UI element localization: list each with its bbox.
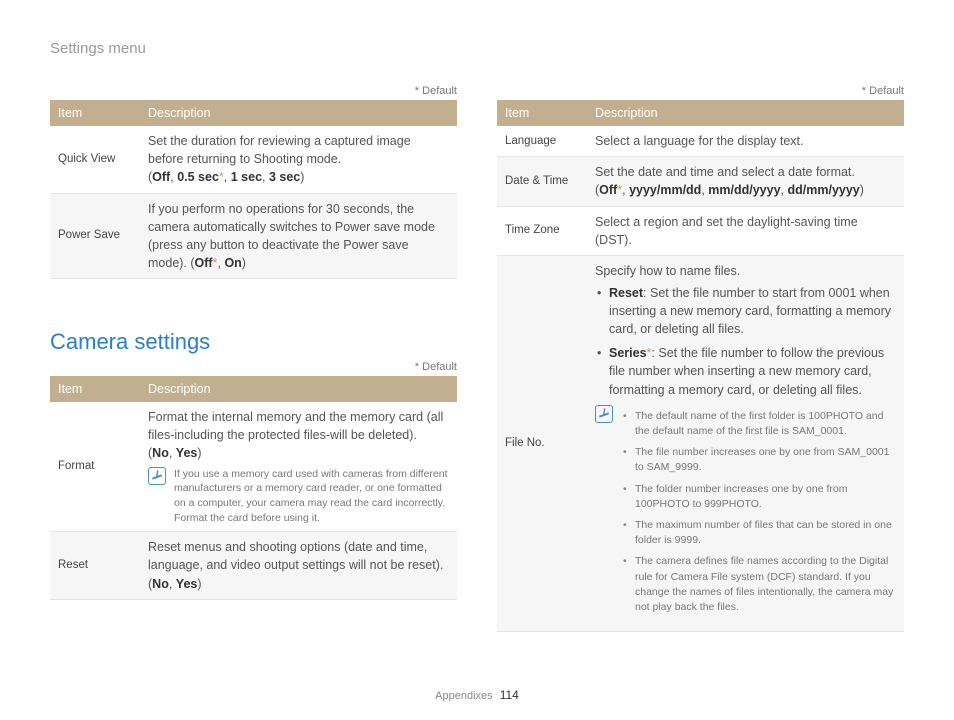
table-row: Quick View Set the duration for reviewin… bbox=[50, 126, 457, 193]
table-row: File No. Specify how to name files. Rese… bbox=[497, 255, 904, 632]
page-number: 114 bbox=[500, 688, 519, 702]
item-cell: Language bbox=[497, 126, 587, 157]
left-column: * Default Item Description Quick View Se… bbox=[50, 85, 457, 632]
bullet-list: Reset: Set the file number to start from… bbox=[595, 284, 896, 399]
settings-table-2: Item Description Format Format the inter… bbox=[50, 376, 457, 600]
item-cell: File No. bbox=[497, 255, 587, 632]
list-item: Reset: Set the file number to start from… bbox=[595, 284, 896, 338]
item-cell: Quick View bbox=[50, 126, 140, 193]
desc-cell: Reset menus and shooting options (date a… bbox=[140, 532, 457, 599]
item-cell: Format bbox=[50, 402, 140, 532]
note-icon: l bbox=[595, 405, 613, 423]
footer-section: Appendixes bbox=[435, 690, 493, 702]
col-header-desc: Description bbox=[587, 100, 904, 126]
breadcrumb: Settings menu bbox=[50, 40, 904, 57]
right-column: * Default Item Description Language Sele… bbox=[497, 85, 904, 632]
desc-text: Set the duration for reviewing a capture… bbox=[148, 134, 411, 166]
desc-text: Specify how to name files. bbox=[595, 264, 740, 278]
table-row: Reset Reset menus and shooting options (… bbox=[50, 532, 457, 599]
options-text: (Off*, yyyy/mm/dd, mm/dd/yyyy, dd/mm/yyy… bbox=[595, 183, 864, 197]
options-text: (No, Yes) bbox=[148, 577, 202, 591]
options-text: (No, Yes) bbox=[148, 446, 202, 460]
desc-cell: Set the date and time and select a date … bbox=[587, 157, 904, 206]
content-columns: * Default Item Description Quick View Se… bbox=[50, 85, 904, 632]
desc-text: Reset menus and shooting options (date a… bbox=[148, 540, 443, 572]
list-item: The file number increases one by one fro… bbox=[621, 445, 896, 475]
col-header-item: Item bbox=[50, 376, 140, 402]
list-item: The camera defines file names according … bbox=[621, 554, 896, 615]
options-text: (Off, 0.5 sec*, 1 sec, 3 sec) bbox=[148, 170, 304, 184]
default-note: * Default bbox=[497, 85, 904, 97]
table-row: Date & Time Set the date and time and se… bbox=[497, 157, 904, 206]
tip-row: l If you use a memory card used with cam… bbox=[148, 467, 449, 526]
tip-bullet-list: The default name of the first folder is … bbox=[621, 409, 896, 622]
bullet-text: : Set the file number to follow the prev… bbox=[609, 346, 884, 396]
desc-text: Format the internal memory and the memor… bbox=[148, 410, 443, 442]
table-row: Time Zone Select a region and set the da… bbox=[497, 206, 904, 255]
col-header-desc: Description bbox=[140, 376, 457, 402]
settings-table-3: Item Description Language Select a langu… bbox=[497, 100, 904, 632]
list-item: The folder number increases one by one f… bbox=[621, 482, 896, 512]
item-cell: Date & Time bbox=[497, 157, 587, 206]
col-header-desc: Description bbox=[140, 100, 457, 126]
desc-cell: Specify how to name files. Reset: Set th… bbox=[587, 255, 904, 632]
default-note: * Default bbox=[50, 85, 457, 97]
desc-cell: Select a region and set the daylight-sav… bbox=[587, 206, 904, 255]
tip-row: l The default name of the first folder i… bbox=[595, 405, 896, 626]
settings-table-1: Item Description Quick View Set the dura… bbox=[50, 100, 457, 279]
table-row: Power Save If you perform no operations … bbox=[50, 193, 457, 279]
table-row: Language Select a language for the displ… bbox=[497, 126, 904, 157]
section-heading: Camera settings bbox=[50, 329, 457, 355]
item-cell: Reset bbox=[50, 532, 140, 599]
page-footer: Appendixes 114 bbox=[0, 688, 954, 702]
col-header-item: Item bbox=[50, 100, 140, 126]
note-icon: l bbox=[148, 467, 166, 485]
tip-text: If you use a memory card used with camer… bbox=[174, 467, 449, 526]
col-header-item: Item bbox=[497, 100, 587, 126]
bullet-text: : Set the file number to start from 0001… bbox=[609, 286, 891, 336]
desc-text: If you perform no operations for 30 seco… bbox=[148, 202, 435, 270]
desc-cell: Select a language for the display text. bbox=[587, 126, 904, 157]
list-item: Series*: Set the file number to follow t… bbox=[595, 344, 896, 398]
default-note: * Default bbox=[50, 361, 457, 373]
list-item: The maximum number of files that can be … bbox=[621, 518, 896, 548]
desc-cell: Format the internal memory and the memor… bbox=[140, 402, 457, 532]
desc-cell: Set the duration for reviewing a capture… bbox=[140, 126, 457, 193]
desc-text: Set the date and time and select a date … bbox=[595, 165, 855, 179]
item-cell: Time Zone bbox=[497, 206, 587, 255]
table-row: Format Format the internal memory and th… bbox=[50, 402, 457, 532]
list-item: The default name of the first folder is … bbox=[621, 409, 896, 439]
desc-cell: If you perform no operations for 30 seco… bbox=[140, 193, 457, 279]
item-cell: Power Save bbox=[50, 193, 140, 279]
